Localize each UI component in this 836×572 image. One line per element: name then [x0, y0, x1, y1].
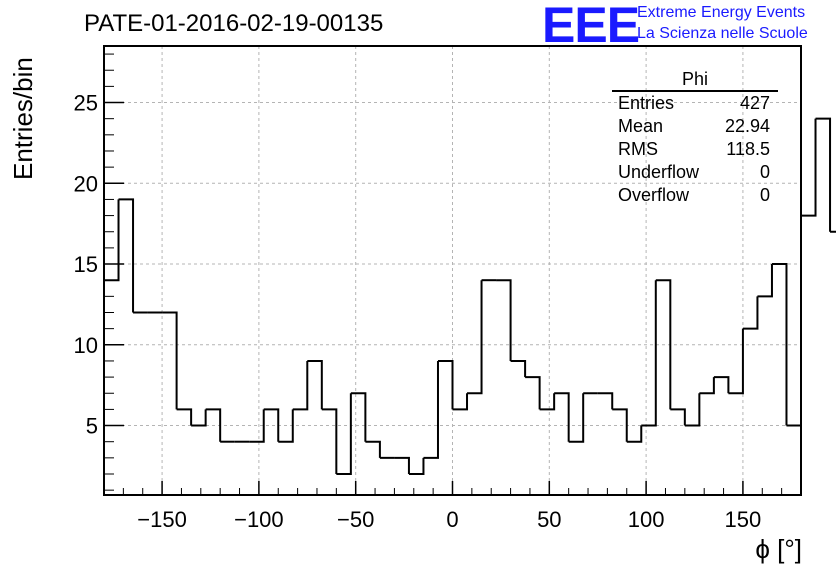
stats-row: Underflow 0	[612, 161, 778, 184]
histogram-bin	[278, 409, 294, 443]
histogram-bars	[104, 117, 836, 476]
histogram-bin	[205, 408, 222, 442]
y-axis-label: Entries/bin	[8, 57, 38, 180]
x-tick-label: −50	[337, 507, 374, 532]
histogram-bin	[118, 198, 135, 313]
histogram-bin	[104, 199, 120, 282]
logo-line-2: La Scienza nelle Scuole	[637, 25, 808, 42]
histogram-bin	[249, 409, 265, 443]
stats-value: 427	[739, 93, 770, 113]
logo-line-1: Extreme Energy Events	[637, 4, 806, 21]
histogram-bin	[655, 279, 672, 410]
histogram-bin	[467, 280, 483, 395]
stats-value: 22.94	[724, 116, 770, 136]
histogram-bin	[452, 393, 469, 411]
stats-label: Entries	[618, 93, 675, 113]
stats-label: RMS	[618, 139, 658, 159]
histogram-bin	[757, 264, 773, 298]
stats-label: Underflow	[618, 162, 700, 182]
y-tick-label: 5	[86, 414, 98, 439]
histogram-bin	[350, 392, 367, 442]
histogram-bin	[263, 408, 280, 442]
histogram-bin	[321, 408, 338, 475]
histogram-bin	[554, 392, 570, 442]
stats-label: Mean	[618, 116, 664, 136]
stats-value: 118.5	[726, 139, 770, 159]
histogram-bin	[525, 376, 541, 410]
histogram-bin	[641, 280, 657, 427]
histogram-bin	[771, 263, 788, 426]
histogram-bin	[815, 117, 832, 232]
y-tick-label: 20	[74, 171, 98, 196]
histogram-bin	[539, 393, 556, 411]
axis-tick-labels: −150 −100 −50 0 50 100 150 5 10 15 20 25	[74, 91, 762, 532]
histogram-bin	[801, 118, 817, 217]
stats-row: RMS 118.5	[612, 138, 778, 161]
axis-ticks	[103, 53, 802, 495]
histogram-bin	[365, 440, 381, 458]
y-tick-label: 10	[74, 333, 98, 358]
histogram-bin	[568, 393, 585, 443]
histogram-bin	[408, 457, 425, 476]
histogram-bin	[336, 393, 352, 476]
histogram-bin	[292, 360, 309, 411]
grid-lines	[104, 46, 801, 495]
y-tick-label: 25	[74, 91, 98, 116]
histogram-title: PATE-01-2016-02-19-00135	[84, 10, 384, 37]
stats-value: 0	[759, 185, 770, 205]
histogram-bin	[307, 359, 323, 410]
stats-value: 0	[759, 162, 770, 182]
histogram-bin	[612, 408, 628, 442]
histogram-bin	[510, 359, 527, 378]
histogram-bin	[394, 456, 410, 475]
histogram-bin	[713, 376, 730, 394]
stats-row: Mean 22.94	[612, 115, 778, 138]
histogram-bin	[496, 279, 512, 361]
x-tick-label: 100	[628, 507, 665, 532]
histogram-bin	[830, 230, 836, 233]
stats-label: Overflow	[618, 185, 690, 205]
y-tick-label: 15	[74, 252, 98, 277]
eee-logo: EEE	[542, 0, 640, 53]
histogram-bin	[699, 377, 715, 395]
histogram-bin	[786, 215, 802, 427]
histogram-bin	[176, 408, 193, 426]
x-tick-label: −150	[137, 507, 187, 532]
histogram-bin	[162, 311, 178, 410]
histogram-bin	[597, 392, 614, 410]
x-tick-label: −100	[234, 507, 284, 532]
histogram-bin	[626, 425, 643, 443]
histogram-bin	[191, 409, 207, 427]
stats-row: Overflow 0	[612, 184, 778, 207]
histogram-bin	[728, 328, 744, 395]
histogram-bin	[437, 359, 454, 410]
stats-box: Phi Entries 427 Mean 22.94 RMS 118.5 Und…	[612, 68, 778, 207]
stats-title: Phi	[612, 68, 778, 92]
histogram-bin	[423, 360, 439, 459]
x-tick-label: 0	[446, 507, 458, 532]
histogram-bin	[684, 393, 701, 427]
x-tick-label: 150	[725, 507, 762, 532]
stats-row: Entries 427	[612, 92, 778, 115]
x-tick-label: 50	[537, 507, 561, 532]
x-axis-label: ϕ [°]	[755, 534, 802, 564]
histogram-bin	[670, 408, 686, 426]
histogram-bin	[742, 296, 759, 330]
